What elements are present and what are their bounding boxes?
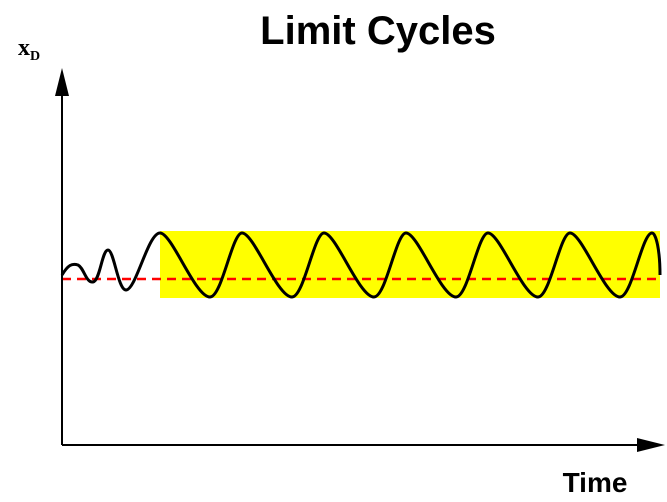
limit-cycle-band — [160, 231, 660, 298]
y-axis-label-base: x — [18, 35, 30, 61]
x-axis-label: Time — [563, 467, 628, 498]
x-axis-arrow — [637, 438, 665, 452]
title: Limit Cycles — [260, 9, 496, 53]
y-axis-label: xD — [18, 35, 40, 64]
y-axis-arrow — [55, 68, 69, 96]
trajectory — [60, 231, 662, 299]
y-axis-label-subscript: D — [30, 49, 40, 64]
